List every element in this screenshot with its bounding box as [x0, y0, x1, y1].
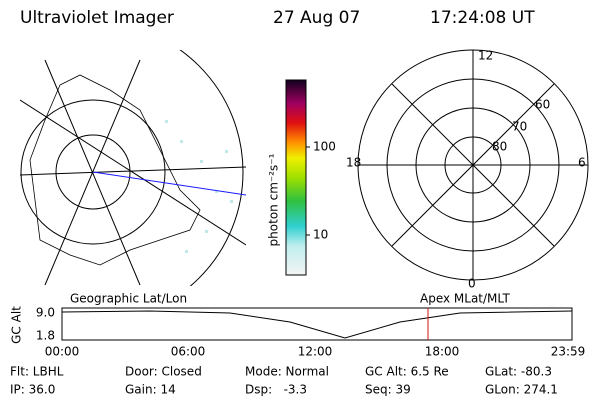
status-field: Flt: LBHL — [10, 365, 64, 379]
geo-map — [20, 50, 246, 286]
status-field: GLon: 274.1 — [485, 383, 558, 397]
colorbar-tick: 100 — [313, 140, 336, 154]
timeline-title: Geographic Lat/Lon — [70, 292, 187, 306]
mlt-label: 6 — [578, 156, 586, 170]
status-field: Seq: 39 — [365, 383, 411, 397]
mlt-label: 0 — [468, 277, 476, 291]
x-label: 06:00 — [171, 345, 206, 359]
axis-label: GC Alt — [10, 306, 24, 344]
status-field: Dsp: -3.3 — [245, 383, 307, 397]
x-label: 23:59 — [551, 345, 586, 359]
x-label: 12:00 — [298, 345, 333, 359]
timeline-title: Apex MLat/MLT — [420, 292, 510, 306]
timeline-box — [61, 307, 573, 341]
mlt-label: 12 — [478, 49, 493, 63]
altitude-curve — [61, 310, 573, 339]
colorbar-label: photon cm⁻²s⁻¹ — [267, 153, 281, 246]
mlt-label: 18 — [346, 156, 361, 170]
lat-label: 70 — [512, 120, 527, 134]
colorbar — [285, 79, 307, 276]
lat-label: 80 — [492, 140, 507, 154]
x-label: 18:00 — [425, 345, 460, 359]
status-field: GLat: -80.3 — [485, 365, 552, 379]
status-field: Mode: Normal — [245, 365, 329, 379]
status-field: Door: Closed — [125, 365, 202, 379]
lat-label: 60 — [535, 98, 550, 112]
polar-grid — [357, 49, 589, 281]
footer: Flt: LBHL Door: Closed Mode: Normal GC Alt:… — [10, 365, 558, 397]
x-label: 00:00 — [45, 345, 80, 359]
status-field: IP: 36.0 — [10, 383, 55, 397]
y-label: 9.0 — [36, 306, 55, 320]
time: 17:24:08 UT — [430, 8, 535, 28]
title: Ultraviolet Imager — [20, 8, 174, 28]
y-label: 1.8 — [36, 329, 55, 343]
status-field: GC Alt: 6.5 Re — [365, 365, 449, 379]
date: 27 Aug 07 — [273, 8, 360, 28]
colorbar-tick: 10 — [313, 228, 328, 242]
status-field: Gain: 14 — [125, 383, 176, 397]
